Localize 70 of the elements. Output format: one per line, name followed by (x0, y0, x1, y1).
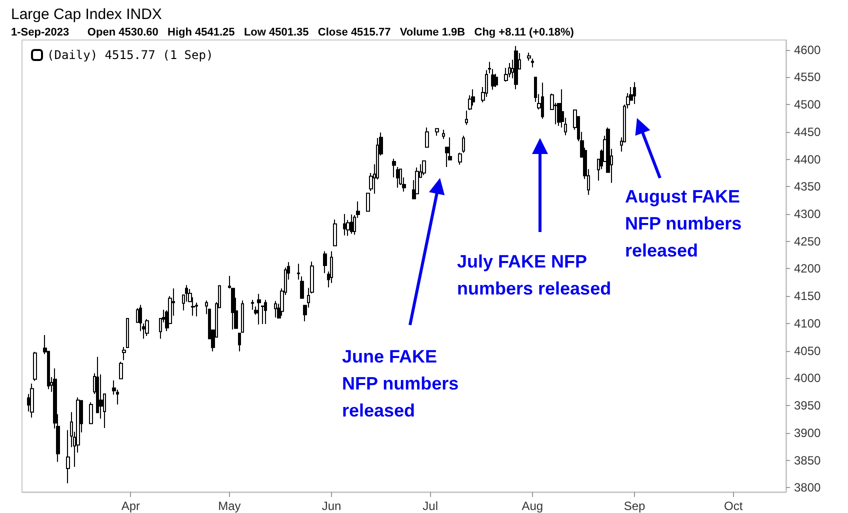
y-tick-label: 4600 (794, 42, 822, 57)
candlestick (392, 158, 396, 178)
candlestick (274, 300, 277, 318)
candlestick (633, 82, 636, 105)
y-tick-label: 4350 (794, 180, 822, 194)
y-tick-label: 4200 (794, 262, 822, 276)
candlestick (66, 430, 70, 484)
candlestick (257, 293, 261, 326)
candlestick (238, 332, 241, 352)
y-tick-label: 4250 (794, 234, 822, 248)
candlestick (508, 62, 511, 78)
candlestick (541, 82, 544, 120)
y-tick-label: 3900 (794, 426, 822, 440)
y-tick-label: 4150 (794, 289, 822, 304)
annotation: June FAKE NFP numbers released (342, 346, 464, 420)
candlestick (462, 135, 465, 154)
candlestick (264, 299, 267, 325)
candlestick (119, 361, 123, 380)
y-tick-label: 4550 (794, 70, 822, 84)
x-tick-label: May (218, 499, 241, 513)
candlestick (504, 67, 508, 82)
y-tick-label: 3850 (794, 453, 822, 468)
candlestick (422, 160, 426, 176)
candlestick (471, 88, 475, 106)
candlestick (350, 214, 353, 234)
candlestick (527, 52, 531, 62)
candlestick (494, 73, 498, 88)
candlestick (465, 110, 468, 126)
candlestick (435, 128, 439, 136)
candlestick (330, 250, 333, 284)
candlestick (396, 166, 399, 188)
candlestick (531, 58, 534, 68)
candlestick (333, 218, 337, 247)
candlestick (145, 318, 149, 337)
y-tick-label: 4100 (794, 316, 822, 330)
candlestick (300, 276, 304, 300)
candlestick (323, 250, 327, 274)
candlestick (297, 263, 300, 280)
x-tick-label: Jul (422, 499, 438, 513)
candlestick (122, 346, 126, 361)
x-tick-label: Oct (724, 499, 744, 513)
candlestick (343, 214, 346, 236)
x-tick-label: Jun (322, 499, 342, 513)
y-tick-label: 4300 (794, 207, 822, 222)
y-tick-label: 4000 (794, 371, 822, 386)
x-tick-label: Sep (624, 499, 646, 513)
y-tick-label: 4500 (794, 98, 822, 112)
candlestick (442, 129, 445, 140)
x-tick-label: Apr (121, 499, 140, 513)
candlestick (33, 351, 37, 382)
y-tick-label: 3800 (794, 480, 822, 495)
candlestick (458, 152, 462, 166)
candlestick (30, 383, 34, 418)
y-tick-label: 3950 (794, 398, 822, 413)
candlestick (126, 317, 129, 348)
y-tick-label: 4050 (794, 344, 822, 358)
candlestick (251, 299, 254, 310)
legend-label: (Daily) 4515.77 (1 Sep) (47, 48, 214, 62)
candlestick (241, 300, 244, 333)
y-tick-label: 4400 (794, 152, 822, 166)
candlestick (89, 402, 93, 425)
annotation: August FAKE NFP numbers released (625, 186, 747, 260)
annotation: July FAKE NFP numbers released (457, 252, 612, 298)
x-tick-label: Aug (522, 499, 544, 513)
chart-title: Large Cap Index INDX (11, 6, 162, 23)
candlestick (425, 127, 429, 148)
candlestick (366, 192, 370, 212)
candlestick (514, 46, 518, 90)
chart-subtitle: 1-Sep-2023 Open 4530.60 High 4541.25 Low 4501.35 Close 4515.77 Volume 1.9B Chg +8.11 (+0.18%) (11, 26, 574, 38)
y-tick-label: 4450 (794, 124, 822, 139)
